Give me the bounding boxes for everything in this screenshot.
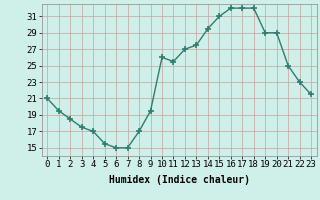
X-axis label: Humidex (Indice chaleur): Humidex (Indice chaleur)	[109, 175, 250, 185]
